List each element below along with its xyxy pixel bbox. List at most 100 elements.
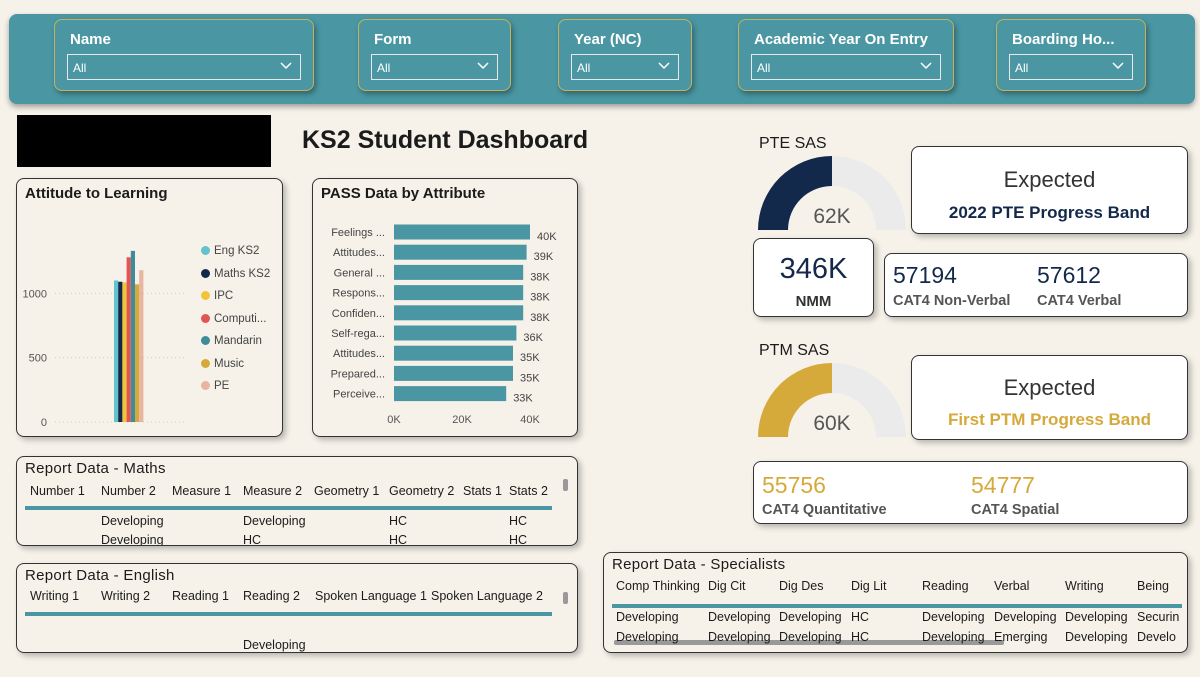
- chevron-down-icon: [278, 57, 294, 73]
- table-cell: Developing: [616, 630, 679, 644]
- table-cell: HC: [509, 533, 528, 546]
- ptm-gauge-fill: [758, 363, 832, 437]
- table-cell: Developing: [243, 514, 306, 528]
- column-header[interactable]: Writing: [1065, 579, 1104, 593]
- table-cell: Developing: [1065, 630, 1128, 644]
- legend-label: IPC: [214, 290, 234, 302]
- chevron-down-icon: [918, 57, 934, 73]
- table-cell: Develo: [1137, 630, 1176, 644]
- pte-band-status: Expected: [1003, 167, 1096, 192]
- filter-dropdown[interactable]: All: [751, 54, 941, 80]
- english-scrollbar[interactable]: [563, 592, 568, 604]
- y-tick-label: 0: [41, 417, 47, 429]
- legend-item: Eng KS2: [201, 245, 259, 257]
- attitude-bar: [130, 250, 135, 422]
- column-header[interactable]: Comp Thinking: [616, 579, 700, 593]
- header-divider: [25, 612, 552, 616]
- cat4-nonverbal-label: CAT4 Non-Verbal: [893, 293, 1011, 309]
- column-header[interactable]: Measure 2: [243, 484, 303, 498]
- legend-label: Mandarin: [214, 335, 262, 347]
- table-cell: Developing: [779, 610, 842, 624]
- table-cell: Developing: [243, 638, 306, 652]
- column-header[interactable]: Writing 2: [101, 589, 151, 603]
- legend-label: Music: [214, 357, 245, 370]
- column-header[interactable]: Geometry 2: [389, 484, 455, 498]
- ptm-band-status: Expected: [1003, 375, 1096, 400]
- legend-dot-icon: [201, 291, 210, 300]
- maths-scrollbar[interactable]: [563, 479, 568, 491]
- pte-band-label: 2022 PTE Progress Band: [948, 203, 1151, 222]
- filter-dropdown[interactable]: All: [67, 54, 301, 80]
- column-header[interactable]: Verbal: [994, 579, 1030, 593]
- filter-dropdown[interactable]: All: [1009, 54, 1133, 80]
- pass-data-label: 35K: [520, 352, 540, 364]
- pass-data-label: 38K: [530, 312, 550, 324]
- pass-title: PASS Data by Attribute: [321, 185, 486, 202]
- column-header[interactable]: Number 1: [30, 484, 85, 498]
- table-cell: Developing: [708, 630, 771, 644]
- filter-dropdown[interactable]: All: [571, 54, 679, 80]
- legend-item: Music: [201, 358, 244, 370]
- table-cell: Developing: [616, 610, 679, 624]
- table-cell: HC: [509, 514, 528, 528]
- x-tick-label: 0K: [387, 414, 401, 426]
- pass-category-label: Confiden...: [332, 308, 385, 320]
- pass-bar: [394, 345, 513, 361]
- pass-data-label: 39K: [534, 251, 554, 263]
- attitude-bar: [122, 282, 127, 422]
- pass-category-label: Perceive...: [333, 389, 385, 401]
- table-cell: Securin: [1137, 610, 1180, 624]
- legend-dot-icon: [201, 246, 210, 255]
- column-header[interactable]: Reading: [922, 579, 969, 593]
- column-header[interactable]: Stats 1: [463, 484, 502, 498]
- pass-bar: [394, 224, 530, 240]
- specialists-scrollbar[interactable]: [614, 640, 1004, 645]
- filter-dropdown[interactable]: All: [371, 54, 498, 80]
- column-header[interactable]: Stats 2: [509, 484, 548, 498]
- column-header[interactable]: Spoken Language 2: [431, 589, 543, 603]
- table-cell: HC: [851, 630, 870, 644]
- y-tick-label: 500: [29, 353, 47, 365]
- column-header[interactable]: Number 2: [101, 484, 156, 498]
- specialists-title: Report Data - Specialists: [612, 556, 786, 573]
- filter-label: Academic Year On Entry: [754, 31, 928, 48]
- pass-category-label: Attitudes...: [333, 348, 385, 360]
- ptm-band-card: Expected First PTM Progress Band: [911, 355, 1188, 440]
- pte-gauge-track: [832, 156, 906, 230]
- english-table-card: Report Data - English Writing 1 Writing 2…: [16, 563, 578, 653]
- column-header[interactable]: Measure 1: [172, 484, 232, 498]
- header-divider: [612, 604, 1182, 608]
- column-header[interactable]: Dig Cit: [708, 579, 746, 593]
- legend-item: IPC: [201, 290, 233, 302]
- attitude-card: Attitude to Learning 1000 500 0 Eng KS2 Mat…: [16, 178, 283, 437]
- table-cell: Developing: [994, 610, 1057, 624]
- column-header[interactable]: Being: [1137, 579, 1169, 593]
- cat4-quantitative-label: CAT4 Quantitative: [762, 502, 887, 518]
- cat4-spatial-value: 54777: [971, 472, 1035, 498]
- column-header[interactable]: Reading 2: [243, 589, 300, 603]
- attitude-bar: [126, 257, 131, 422]
- pass-category-label: Feelings ...: [331, 227, 385, 239]
- column-header[interactable]: Writing 1: [30, 589, 80, 603]
- ptm-value: 60K: [813, 412, 851, 435]
- cat4-verbal-label: CAT4 Verbal: [1037, 293, 1122, 309]
- pass-category-label: General ...: [334, 267, 385, 279]
- ptm-gauge-track: [832, 363, 906, 437]
- cat4-top-card: 57194 CAT4 Non-Verbal 57612 CAT4 Verbal: [884, 253, 1188, 317]
- filter-value: All: [577, 61, 591, 75]
- maths-table-card: Report Data - Maths Number 1 Number 2 Meas…: [16, 456, 578, 546]
- header-divider: [25, 506, 552, 510]
- legend-label: PE: [214, 380, 230, 392]
- attitude-title: Attitude to Learning: [25, 185, 168, 202]
- column-header[interactable]: Dig Des: [779, 579, 824, 593]
- column-header[interactable]: Geometry 1: [314, 484, 380, 498]
- column-header[interactable]: Dig Lit: [851, 579, 887, 593]
- filter-label: Boarding Ho...: [1012, 31, 1115, 48]
- pass-bar: [394, 305, 524, 321]
- column-header[interactable]: Spoken Language 1: [315, 589, 427, 603]
- legend-item: PE: [201, 380, 229, 392]
- ptm-title: PTM SAS: [759, 342, 830, 359]
- attitude-bar: [135, 284, 140, 422]
- chevron-down-icon: [475, 57, 491, 73]
- column-header[interactable]: Reading 1: [172, 589, 229, 603]
